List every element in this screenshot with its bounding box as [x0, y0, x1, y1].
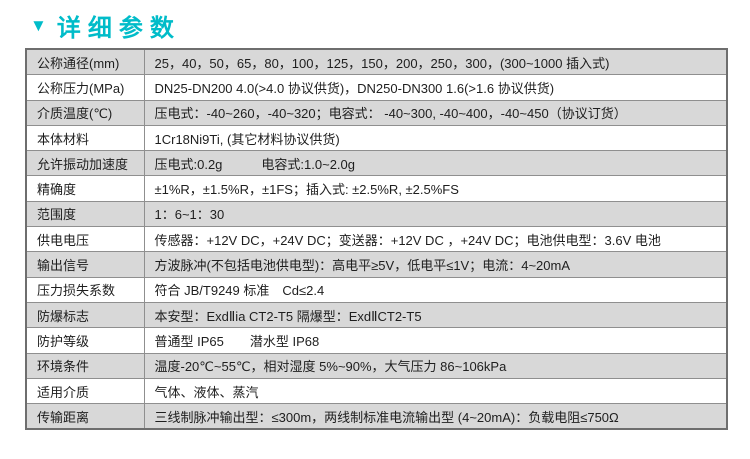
- param-value: 压电式:0.2g 电容式:1.0~2.0g: [143, 150, 728, 177]
- param-value: DN25-DN200 4.0(>4.0 协议供货)，DN250-DN300 1.…: [143, 74, 728, 101]
- param-label: 传输距离: [25, 403, 145, 430]
- table-row: 介质温度(℃) 压电式：-40~260，-40~320；电容式： -40~300…: [25, 99, 728, 126]
- table-row: 精确度 ±1%R，±1.5%R，±1FS；插入式: ±2.5%R, ±2.5%F…: [25, 175, 728, 202]
- param-label: 本体材料: [25, 124, 145, 152]
- param-label: 适用介质: [25, 377, 145, 405]
- param-label: 允许振动加速度: [25, 150, 145, 177]
- section-title-label: 详细参数: [56, 15, 181, 42]
- param-value: 温度-20℃~55℃，相对湿度 5%~90%，大气压力 86~106kPa: [143, 352, 728, 379]
- table-row: 供电电压 传感器：+12V DC，+24V DC；变送器：+12V DC ，+2…: [25, 226, 728, 253]
- param-label: 环境条件: [25, 352, 145, 379]
- table-row: 防爆标志 本安型：ExdⅡia CT2-T5 隔爆型：ExdⅡCT2-T5: [25, 301, 728, 329]
- param-label: 防护等级: [25, 327, 145, 354]
- param-label: 输出信号: [25, 251, 145, 278]
- table-row: 输出信号 方波脉冲(不包括电池供电型)：高电平≥5V，低电平≤1V；电流：4~2…: [25, 251, 728, 278]
- spec-table-body: 公称通径(mm) 25，40，50，65，80，100，125，150，200，…: [25, 48, 728, 430]
- param-label: 范围度: [25, 200, 145, 228]
- param-value: 符合 JB/T9249 标准 Cd≤2.4: [143, 276, 728, 303]
- section-title: ▼ 详细参数: [30, 8, 181, 43]
- table-row: 允许振动加速度 压电式:0.2g 电容式:1.0~2.0g: [25, 150, 728, 177]
- param-label: 介质温度(℃): [25, 99, 145, 126]
- triangle-down-icon: ▼: [30, 16, 47, 35]
- param-value: 1Cr18Ni9Ti, (其它材料协议供货): [143, 124, 728, 152]
- param-value: 传感器：+12V DC，+24V DC；变送器：+12V DC ，+24V DC…: [143, 226, 728, 253]
- param-label: 公称压力(MPa): [25, 74, 145, 101]
- param-value: 普通型 IP65 潜水型 IP68: [143, 327, 728, 354]
- param-value: 气体、液体、蒸汽: [143, 377, 728, 405]
- param-value: 1：6~1：30: [143, 200, 728, 228]
- table-row: 防护等级 普通型 IP65 潜水型 IP68: [25, 327, 728, 354]
- param-value: 方波脉冲(不包括电池供电型)：高电平≥5V，低电平≤1V；电流：4~20mA: [143, 251, 728, 278]
- table-row: 压力损失系数 符合 JB/T9249 标准 Cd≤2.4: [25, 276, 728, 303]
- table-row: 本体材料 1Cr18Ni9Ti, (其它材料协议供货): [25, 124, 728, 152]
- table-row: 公称通径(mm) 25，40，50，65，80，100，125，150，200，…: [25, 48, 728, 76]
- param-label: 压力损失系数: [25, 276, 145, 303]
- param-label: 防爆标志: [25, 301, 145, 329]
- table-row: 公称压力(MPa) DN25-DN200 4.0(>4.0 协议供货)，DN25…: [25, 74, 728, 101]
- table-row: 环境条件 温度-20℃~55℃，相对湿度 5%~90%，大气压力 86~106k…: [25, 352, 728, 379]
- param-value: ±1%R，±1.5%R，±1FS；插入式: ±2.5%R, ±2.5%FS: [143, 175, 728, 202]
- param-value: 25，40，50，65，80，100，125，150，200，250，300，(…: [143, 48, 728, 76]
- spec-table: 公称通径(mm) 25，40，50，65，80，100，125，150，200，…: [25, 48, 728, 431]
- param-label: 公称通径(mm): [25, 48, 145, 76]
- param-value: 压电式：-40~260，-40~320；电容式： -40~300, -40~40…: [143, 99, 728, 126]
- table-row: 传输距离 三线制脉冲输出型：≤300m，两线制标准电流输出型 (4~20mA)：…: [25, 403, 728, 430]
- param-label: 精确度: [25, 175, 145, 202]
- param-value: 三线制脉冲输出型：≤300m，两线制标准电流输出型 (4~20mA)：负载电阻≤…: [143, 403, 728, 430]
- table-row: 范围度 1：6~1：30: [25, 200, 728, 228]
- param-value: 本安型：ExdⅡia CT2-T5 隔爆型：ExdⅡCT2-T5: [143, 301, 728, 329]
- param-label: 供电电压: [25, 226, 145, 253]
- table-row: 适用介质 气体、液体、蒸汽: [25, 377, 728, 405]
